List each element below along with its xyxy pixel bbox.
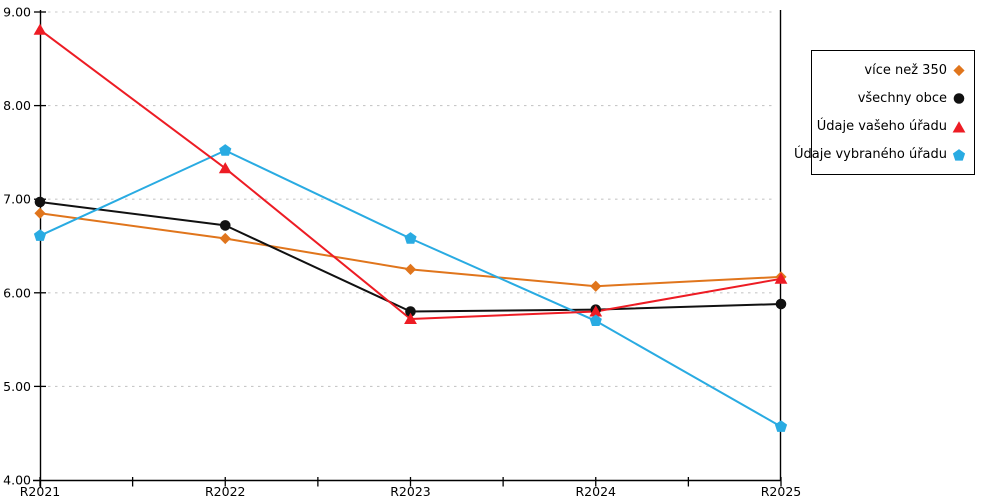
svg-text:9.00: 9.00 <box>3 5 31 20</box>
legend-item-udaje-vaseho-uradu: Údaje vašeho úřadu <box>817 119 967 135</box>
svg-text:7.00: 7.00 <box>3 192 31 207</box>
svg-text:6.00: 6.00 <box>3 285 31 300</box>
svg-text:8.00: 8.00 <box>3 98 31 113</box>
legend-label: všechny obce <box>857 90 947 106</box>
legend-item-vsechny-obce: všechny obce <box>817 90 967 106</box>
svg-text:R2024: R2024 <box>576 484 617 499</box>
legend-label: Údaje vybraného úřadu <box>793 147 947 163</box>
circle-marker-icon <box>953 93 965 105</box>
svg-text:R2021: R2021 <box>20 484 61 499</box>
legend-label: Údaje vašeho úřadu <box>816 119 947 135</box>
legend-item-vice-nez-350: více než 350 <box>817 62 967 78</box>
legend-label: více než 350 <box>864 62 947 78</box>
legend: více než 350 všechny obce Údaje vašeho ú… <box>794 50 975 175</box>
legend-item-udaje-vybraneho-uradu: Údaje vybraného úřadu <box>794 147 967 163</box>
svg-text:5.00: 5.00 <box>3 379 31 394</box>
pentagon-marker-icon <box>952 148 966 161</box>
svg-text:4.00: 4.00 <box>3 473 31 488</box>
svg-text:R2022: R2022 <box>205 484 246 499</box>
diamond-marker-icon <box>953 65 965 77</box>
triangle-marker-icon <box>952 120 966 133</box>
svg-text:R2023: R2023 <box>390 484 431 499</box>
svg-text:R2025: R2025 <box>761 484 802 499</box>
